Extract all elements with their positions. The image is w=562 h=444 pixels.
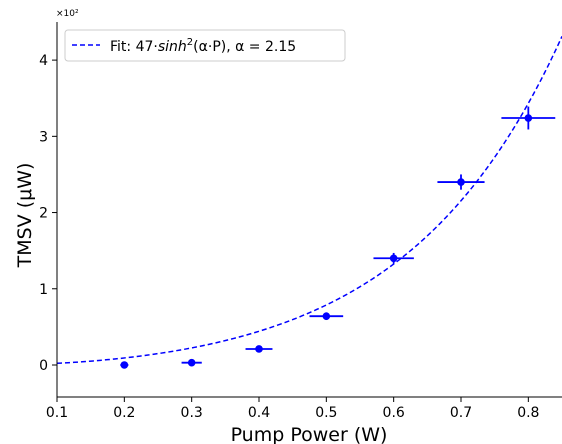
y-tick-label: 4 xyxy=(39,53,48,69)
fit-layer xyxy=(56,36,562,365)
x-tick-label: 0.1 xyxy=(46,405,68,421)
data-point xyxy=(524,114,533,122)
data-point xyxy=(255,345,263,353)
x-tick-label: 0.8 xyxy=(517,405,539,421)
y-tick-label: 1 xyxy=(39,282,48,298)
y-tick-label: 3 xyxy=(39,129,48,145)
y-tick-label: 0 xyxy=(39,358,48,374)
x-tick-label: 0.6 xyxy=(383,405,405,421)
data-point xyxy=(322,312,331,321)
x-tick-label: 0.3 xyxy=(181,405,203,421)
x-axis-label: Pump Power (W) xyxy=(231,424,388,444)
legend-box xyxy=(64,29,346,62)
data-point xyxy=(187,358,196,367)
ticks-layer: 0.1 0.2 0.3 0.4 0.5 0.6 0.7 0.8 0 1 2 3 4 xyxy=(39,53,539,421)
y-multiplier-label: ×10² xyxy=(56,9,79,19)
x-tick-label: 0.2 xyxy=(113,405,135,421)
x-tick-label: 0.5 xyxy=(315,405,337,421)
data-point xyxy=(120,361,129,369)
fit-curve xyxy=(56,36,562,365)
data-point xyxy=(389,254,398,263)
x-tick-label: 0.4 xyxy=(248,405,270,421)
y-axis-label: TMSV (μW) xyxy=(14,163,36,269)
points-layer xyxy=(120,106,556,369)
y-tick-label: 2 xyxy=(39,206,48,222)
legend: Fit: 47·sinh2(α·P), α = 2.15 xyxy=(64,29,346,62)
axes-layer xyxy=(56,22,562,398)
data-point xyxy=(457,178,465,186)
legend-fit-label: Fit: 47·sinh2(α·P), α = 2.15 xyxy=(110,37,296,55)
x-tick-label: 0.7 xyxy=(450,405,472,421)
